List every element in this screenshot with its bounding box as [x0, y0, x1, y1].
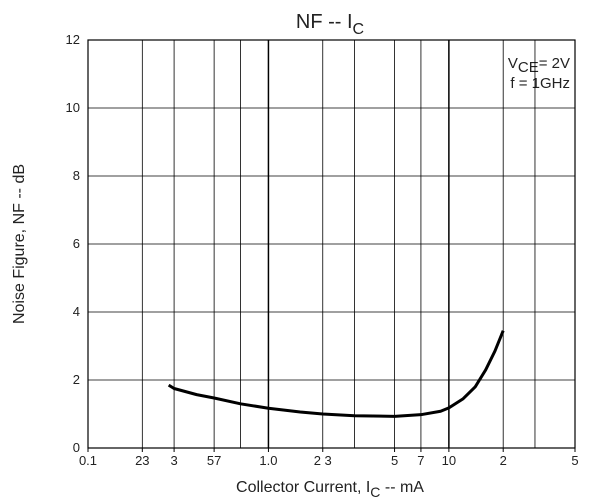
x-tick-label: 5 — [571, 453, 578, 468]
annotation: VCE= 2V — [508, 55, 570, 76]
x-tick-label: 10 — [442, 453, 456, 468]
x-tick-label: 57 — [207, 453, 221, 468]
x-label-main: Collector Current, I — [236, 479, 370, 496]
x-axis-label: Collector Current, IC -- mA — [236, 479, 424, 499]
annotation-sub: CE — [518, 59, 539, 76]
annotation-main: V — [508, 55, 518, 72]
y-tick-label: 12 — [66, 32, 80, 47]
x-tick-label: 5 — [391, 453, 398, 468]
x-tick-label: 2 — [500, 453, 507, 468]
x-tick-label: 2 3 — [314, 453, 332, 468]
chart-title: NF -- IC — [296, 11, 364, 38]
y-tick-label: 2 — [73, 372, 80, 387]
y-tick-label: 8 — [73, 168, 80, 183]
x-tick-label: 7 — [417, 453, 424, 468]
plot-frame — [87, 39, 576, 449]
annotation-tail: = 2V — [539, 55, 570, 72]
x-tick-label: 23 — [135, 453, 149, 468]
x-tick-label: 3 — [170, 453, 177, 468]
x-tick-label: 1.0 — [259, 453, 277, 468]
y-axis-label: Noise Figure, NF -- dB — [11, 164, 28, 324]
x-tick-label: 0.1 — [79, 453, 97, 468]
x-label-sub: C — [370, 484, 380, 499]
y-tick-label: 6 — [73, 236, 80, 251]
x-label-tail: -- mA — [380, 479, 424, 496]
annotation: f = 1GHz — [510, 75, 570, 92]
y-tick-label: 10 — [66, 100, 80, 115]
y-tick-label: 4 — [73, 304, 80, 319]
title-main: NF -- I — [296, 11, 353, 33]
title-sub: C — [353, 21, 365, 38]
y-tick-label: 0 — [73, 440, 80, 455]
data-line — [167, 330, 505, 418]
